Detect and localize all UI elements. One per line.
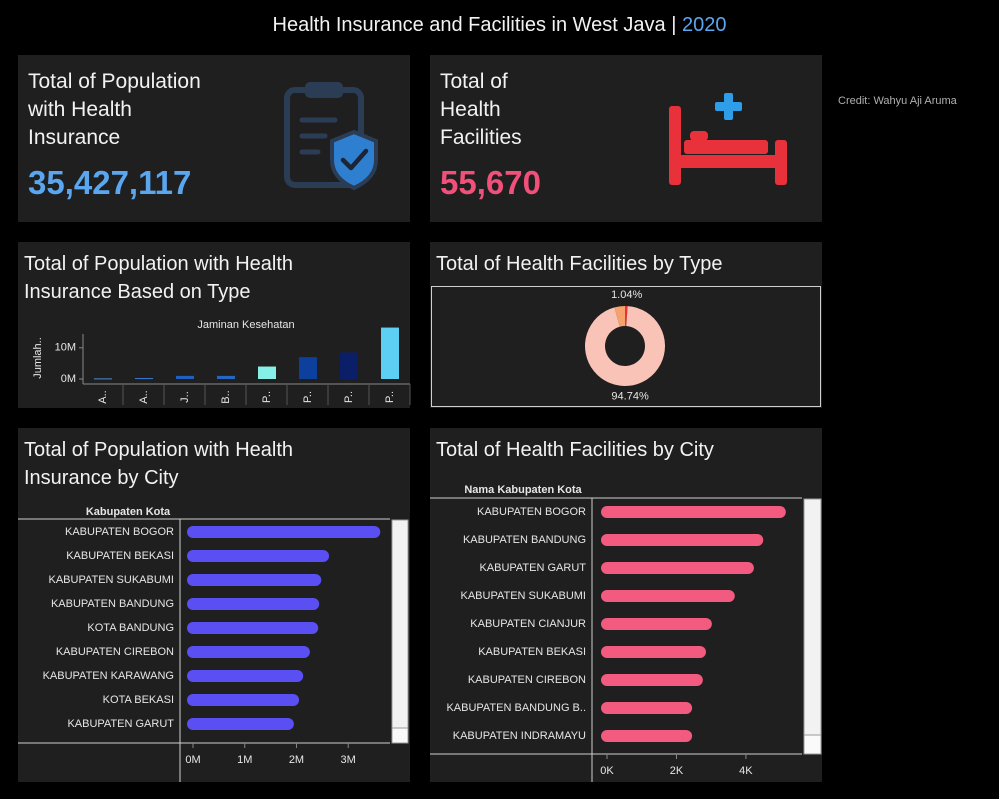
bar <box>601 674 703 686</box>
kpi-panel <box>430 55 822 222</box>
x-tick-label: P.. <box>343 391 355 403</box>
header: Health Insurance and Facilities in West … <box>0 14 999 37</box>
kpi-value: 55,670 <box>440 164 541 201</box>
category-label: KABUPATEN BOGOR <box>65 526 174 538</box>
category-label: KABUPATEN GARUT <box>479 562 586 574</box>
category-label: KABUPATEN KARAWANG <box>43 670 174 682</box>
category-label: KABUPATEN CIANJUR <box>470 618 586 630</box>
scrollbar[interactable] <box>391 519 409 744</box>
bar <box>187 622 319 634</box>
bed-icon <box>669 93 787 185</box>
scrollbar[interactable] <box>803 498 822 755</box>
category-label: KABUPATEN SUKABUMI <box>48 574 174 586</box>
bar <box>217 375 235 379</box>
category-label: KABUPATEN BANDUNG <box>51 598 174 610</box>
chart-panel <box>430 428 822 782</box>
bar <box>340 352 358 379</box>
bar <box>135 378 153 380</box>
bar <box>601 590 735 602</box>
category-header: Kabupaten Kota <box>86 506 171 518</box>
bar <box>601 506 786 518</box>
clipboard-icon <box>284 82 378 191</box>
y-tick-label: 0M <box>61 373 76 385</box>
x-tick-label: A.. <box>97 390 109 403</box>
bar <box>187 718 294 730</box>
header-year: 2020 <box>681 14 727 36</box>
x-tick-label: A.. <box>138 390 150 403</box>
bar <box>299 357 317 379</box>
header-separator: | <box>671 14 677 36</box>
chart-title: Total of Health Facilities by City <box>436 439 714 461</box>
category-label: KABUPATEN BEKASI <box>66 550 174 562</box>
scroll-button[interactable] <box>803 734 822 755</box>
category-label: KABUPATEN BOGOR <box>477 506 586 518</box>
y-axis-label: Jumlah.. <box>32 337 44 379</box>
bar <box>601 646 706 658</box>
x-tick-label: 3M <box>341 754 356 766</box>
chart-title: Total of Population with Health Insuranc… <box>24 439 294 489</box>
category-label: KOTA BEKASI <box>103 694 174 706</box>
bar <box>601 562 754 574</box>
chart-frame <box>431 286 821 407</box>
data-label: 94.74% <box>611 391 649 403</box>
bar <box>187 550 330 562</box>
pie-slice <box>585 306 666 386</box>
bar <box>187 670 304 682</box>
bar <box>258 366 276 379</box>
x-tick-label: 0M <box>185 754 200 766</box>
category-label: KOTA BANDUNG <box>87 622 174 634</box>
category-label: KABUPATEN CIREBON <box>468 674 586 686</box>
kpi-label: Total of Health Facilities <box>440 70 522 149</box>
x-tick-label: 2K <box>670 765 684 777</box>
x-tick-label: B.. <box>220 390 232 403</box>
x-tick-label: 4K <box>739 765 753 777</box>
bar <box>187 574 322 586</box>
x-tick-label: P.. <box>384 391 396 403</box>
bar <box>601 534 764 546</box>
bar <box>176 375 194 379</box>
category-label: KABUPATEN BANDUNG <box>463 534 586 546</box>
bar <box>187 598 320 610</box>
category-header: Nama Kabupaten Kota <box>464 484 582 496</box>
scroll-button[interactable] <box>391 727 409 744</box>
y-tick-label: 10M <box>55 342 76 354</box>
x-tick-label: J.. <box>179 391 191 403</box>
category-label: KABUPATEN SUKABUMI <box>460 590 586 602</box>
bar <box>601 730 693 742</box>
chart-title: Total of Health Facilities by Type <box>436 253 723 275</box>
pie-slice <box>614 306 625 327</box>
kpi-value: 35,427,117 <box>28 164 192 201</box>
x-tick-label: P.. <box>261 391 273 403</box>
category-label: KABUPATEN GARUT <box>67 718 174 730</box>
bar <box>187 646 310 658</box>
bar <box>601 702 693 714</box>
category-label: KABUPATEN BANDUNG B.. <box>446 702 586 714</box>
x-tick-label: 2M <box>289 754 304 766</box>
category-label: KABUPATEN BEKASI <box>478 646 586 658</box>
credit: Credit: Wahyu Aji Aruma <box>838 95 957 107</box>
bar <box>601 618 712 630</box>
header-title: Health Insurance and Facilities in West … <box>272 14 666 36</box>
category-label: KABUPATEN INDRAMAYU <box>453 730 586 742</box>
chart-subtitle: Jaminan Kesehatan <box>197 319 294 331</box>
category-label: KABUPATEN CIREBON <box>56 646 174 658</box>
bar <box>187 526 381 538</box>
x-tick-label: 1M <box>237 754 252 766</box>
x-tick-label: P.. <box>302 391 314 403</box>
pie-slice <box>625 306 628 327</box>
bar <box>94 378 112 380</box>
x-tick-label: 0K <box>600 765 614 777</box>
data-label: 1.04% <box>611 289 642 301</box>
bar <box>187 694 300 706</box>
bar <box>381 327 399 379</box>
kpi-label: Total of Population with Health Insuranc… <box>28 70 201 149</box>
chart-title: Total of Population with Health Insuranc… <box>24 253 294 303</box>
